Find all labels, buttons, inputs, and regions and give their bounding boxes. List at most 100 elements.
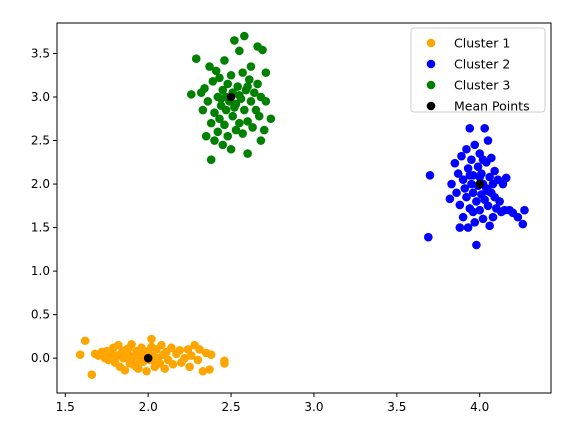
legend-label-1: Cluster 2: [454, 57, 510, 72]
series-0-point-68: [123, 344, 133, 353]
series-1-point-1: [425, 171, 435, 180]
series-0-point-62: [110, 353, 120, 363]
series-1-point-25: [472, 197, 481, 206]
series-0-point-17: [120, 366, 130, 375]
plot-frame: [56, 22, 552, 394]
series-0-point-65: [135, 358, 145, 367]
series-1-point-23: [470, 218, 480, 227]
series-0-point-69: [147, 342, 156, 352]
x-tick-label: 3.5: [387, 400, 406, 414]
series-1-point-21: [468, 188, 478, 198]
series-3-point-2: [226, 92, 236, 102]
series-1-point-46: [488, 212, 498, 222]
series-0-point-59: [206, 350, 216, 359]
series-1-point-17: [465, 124, 475, 133]
series-0-point-54: [193, 355, 203, 365]
series-1-point-14: [462, 192, 471, 202]
series-2-point-21: [220, 120, 229, 130]
series-2-point-47: [246, 62, 256, 71]
legend-marker-2: [426, 80, 436, 90]
series-2-point-32: [231, 125, 241, 135]
series-1-point-60: [520, 205, 529, 215]
series-1-point-35: [480, 124, 489, 133]
series-2-point-9: [206, 118, 216, 128]
series-2-point-12: [210, 108, 219, 117]
series-2-point-8: [206, 155, 216, 164]
series-1-point-48: [490, 166, 499, 176]
series-1-point-2: [445, 194, 455, 204]
x-tick-label: 2.5: [222, 400, 241, 414]
series-1-point-3: [447, 179, 456, 189]
x-tick-label: 1.5: [56, 400, 75, 414]
series-1-point-64: [483, 186, 493, 196]
series-2-point-13: [211, 66, 221, 76]
series-2-point-11: [210, 136, 219, 145]
series-0-point-30: [142, 366, 151, 376]
series-2-point-17: [215, 73, 224, 83]
series-0-point-13: [114, 340, 123, 350]
series-1-point-59: [518, 219, 528, 229]
series-1-point-15: [463, 164, 473, 173]
series-2-point-65: [230, 103, 239, 112]
y-tick-label: 2.0: [31, 177, 50, 191]
series-2-point-1: [191, 54, 201, 63]
x-tick-label: 4.0: [470, 400, 489, 414]
legend-box: [410, 27, 546, 113]
series-1-point-7: [455, 223, 465, 232]
series-0-point-64: [127, 355, 136, 365]
series-0-point-45: [168, 359, 178, 369]
series-1-point-34: [478, 214, 488, 224]
series-2-point-25: [223, 131, 233, 141]
series-1-point-65: [478, 155, 488, 164]
series-2-point-29: [228, 111, 238, 121]
series-1-point-12: [460, 184, 470, 193]
series-2-point-3: [198, 105, 208, 115]
series-2-point-53: [254, 111, 264, 121]
series-1-point-42: [485, 221, 494, 231]
series-1-point-13: [462, 144, 471, 154]
series-2-point-19: [218, 140, 228, 150]
legend-marker-0: [426, 38, 436, 48]
series-2-point-59: [261, 97, 271, 106]
y-tick-label: 0.5: [31, 308, 50, 322]
series-1-point-29: [475, 205, 485, 215]
series-1-point-11: [458, 175, 468, 185]
series-2-point-5: [201, 131, 211, 141]
series-2-point-4: [200, 83, 209, 93]
y-tick-label: 0.0: [31, 351, 50, 365]
series-2-point-10: [208, 77, 218, 86]
series-1-point-27: [473, 162, 483, 171]
series-1-point-40: [483, 201, 493, 211]
series-1-point-61: [468, 207, 478, 217]
series-2-point-14: [213, 127, 223, 137]
series-1-point-5: [452, 188, 461, 198]
series-2-point-44: [243, 117, 252, 126]
series-2-point-38: [238, 68, 247, 77]
series-2-point-7: [205, 62, 214, 71]
series-2-point-64: [243, 82, 252, 91]
series-2-point-24: [223, 79, 233, 89]
series-0-point-0: [75, 350, 85, 359]
legend-label-2: Cluster 3: [454, 78, 510, 93]
series-2-point-0: [186, 90, 196, 99]
x-tick-label: 3.0: [304, 400, 323, 414]
series-1-point-16: [463, 223, 473, 232]
series-1-point-41: [485, 172, 494, 182]
y-tick-label: 2.5: [31, 134, 50, 148]
series-2-point-56: [258, 45, 267, 55]
series-2-point-48: [248, 123, 257, 132]
series-3-point-0: [143, 353, 153, 363]
series-2-point-22: [220, 56, 229, 65]
series-0-point-58: [205, 365, 214, 374]
legend-label-0: Cluster 1: [454, 36, 510, 51]
series-0-point-44: [167, 343, 176, 353]
series-2-point-31: [230, 36, 239, 45]
series-0-point-52: [186, 351, 196, 360]
series-0-point-51: [185, 362, 194, 372]
y-tick-label: 3.5: [31, 46, 50, 60]
series-2-point-57: [259, 125, 269, 135]
series-0-point-56: [198, 366, 208, 376]
y-tick-label: 1.5: [31, 221, 50, 235]
series-0-point-1: [80, 336, 90, 346]
